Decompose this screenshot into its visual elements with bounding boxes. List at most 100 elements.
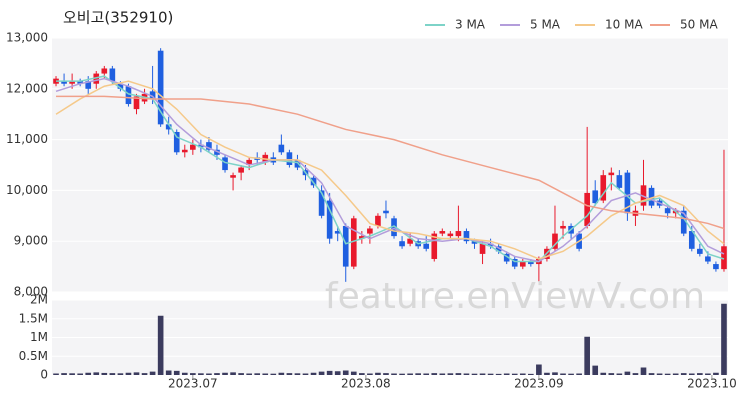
volume-bar [165, 370, 172, 375]
volume-bar [173, 370, 180, 375]
candle-body [93, 73, 100, 84]
volume-bar [439, 373, 446, 375]
candle-body [399, 241, 405, 247]
y-tick-label: 1M [30, 330, 48, 344]
candle-body [511, 258, 518, 267]
volume-bar [230, 372, 236, 375]
candle-body [519, 261, 526, 267]
volume-bar [367, 373, 373, 375]
ma-line [56, 75, 725, 263]
volume-bar [125, 372, 132, 375]
candle-body [117, 83, 124, 89]
volume-bar [262, 373, 269, 375]
volume-bar [592, 365, 599, 375]
volume-bar [415, 373, 421, 375]
volume-bar [326, 370, 333, 375]
x-tick-label: 2023.09 [514, 377, 564, 391]
volume-bar [109, 373, 116, 375]
volume-bar [77, 373, 83, 375]
candle-body [423, 243, 430, 249]
candle-body [487, 243, 494, 247]
y-tick-label: 13,000 [6, 31, 48, 45]
candle-body [447, 233, 454, 237]
candle-body [359, 236, 365, 239]
candle-body [230, 175, 236, 178]
volume-bar [576, 373, 582, 375]
candle-body [431, 233, 438, 259]
candle-body [125, 86, 132, 105]
candle-body [471, 241, 478, 244]
volume-bar [721, 303, 727, 375]
volume-bar [190, 373, 196, 375]
candle-body [455, 231, 462, 237]
volume-bar [536, 364, 542, 375]
volume-bar [487, 373, 494, 375]
volume-bar [214, 373, 220, 375]
candle-body [246, 159, 252, 165]
volume-bar [286, 373, 293, 375]
candle-body [439, 231, 446, 234]
volume-bar [157, 315, 164, 375]
volume-bar [584, 336, 590, 375]
candle-body [600, 175, 607, 201]
y-tick-label: 1.5M [19, 311, 48, 325]
candle-body [101, 68, 108, 74]
candle-body [181, 149, 188, 153]
candle-body [214, 149, 220, 155]
volume-bar [149, 371, 156, 375]
volume-bar [101, 372, 108, 375]
volume-bar [697, 373, 703, 375]
volume-bar [528, 373, 534, 375]
candle-body [592, 190, 599, 204]
candle-body [608, 172, 615, 176]
candle-body [157, 50, 164, 125]
candle-body [383, 210, 389, 214]
candle-body [149, 91, 156, 99]
candle-body [616, 175, 623, 188]
volume-bar [423, 373, 430, 375]
volume-bar [568, 373, 574, 375]
chart-title: 오비고(352910) [63, 9, 173, 27]
y-tick-label: 2M [30, 293, 48, 307]
volume-bar [342, 370, 349, 375]
candle-body [278, 144, 285, 153]
candle-body [238, 167, 244, 173]
candle-body [85, 81, 92, 89]
candle-body [705, 256, 711, 262]
volume-bar [463, 373, 470, 375]
candle-body [664, 208, 671, 214]
candle-body [560, 225, 566, 229]
volume-bar [69, 373, 75, 375]
candle-body [350, 218, 357, 267]
candle-body [69, 81, 75, 84]
candle-body [503, 253, 510, 262]
volume-bar [560, 373, 566, 375]
candle-body [286, 152, 293, 165]
volume-bar [375, 372, 381, 375]
volume-bar [399, 373, 405, 375]
volume-bar [664, 373, 671, 375]
volume-bar [302, 373, 309, 375]
candle-body [133, 96, 140, 110]
candle-body [697, 248, 703, 254]
volume-bar [407, 373, 413, 375]
candle-body [77, 81, 83, 84]
x-tick-label: 2023.10 [687, 377, 737, 391]
legend-label: 5 MA [530, 18, 561, 32]
candle-body [640, 185, 647, 206]
volume-bar [511, 373, 518, 375]
price-panel [52, 38, 728, 292]
candle-body [326, 200, 333, 239]
volume-bar [503, 373, 510, 375]
volume-bar [198, 373, 204, 375]
volume-bar [608, 373, 615, 375]
volume-bar [479, 373, 486, 375]
volume-bar [222, 372, 228, 375]
volume-bar [616, 373, 623, 375]
candle-body [479, 243, 486, 254]
candle-body [463, 231, 470, 242]
candle-body [584, 192, 590, 226]
volume-bar [141, 373, 148, 375]
candle-body [648, 187, 655, 206]
